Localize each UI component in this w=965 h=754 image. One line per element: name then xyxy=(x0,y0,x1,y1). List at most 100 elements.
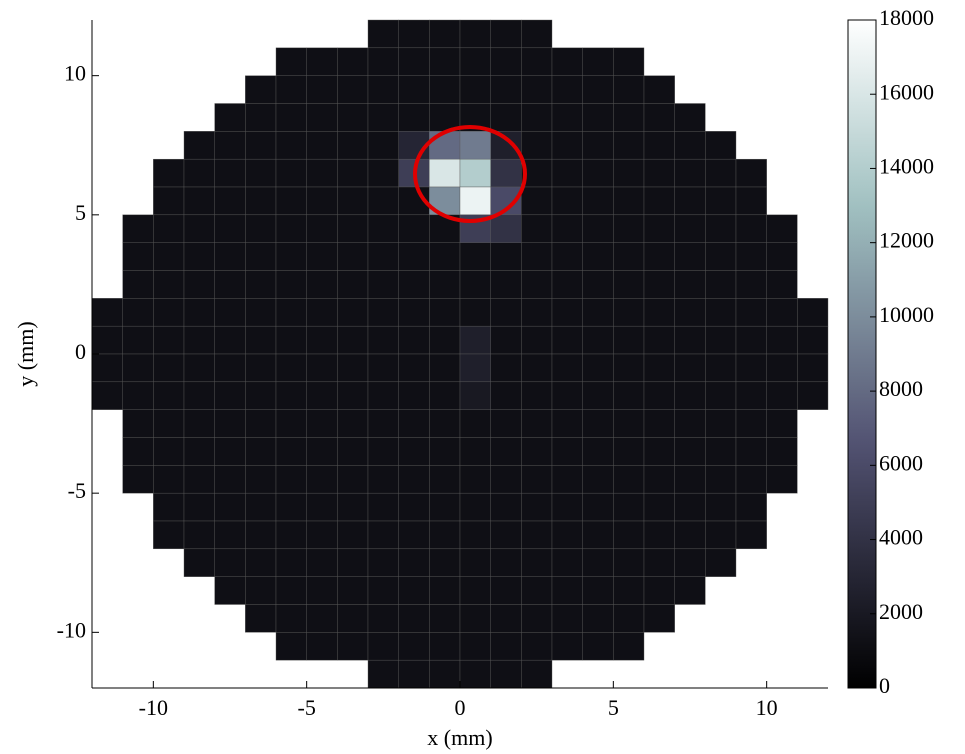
heatmap-cell xyxy=(583,577,614,605)
heatmap-cell xyxy=(552,493,583,521)
heatmap-cell xyxy=(583,131,614,159)
heatmap-cell xyxy=(368,104,399,132)
heatmap-cell xyxy=(184,298,215,326)
heatmap-cell xyxy=(399,410,430,438)
heatmap-cell xyxy=(337,271,368,299)
heatmap-cell xyxy=(491,521,522,549)
heatmap-cell xyxy=(429,549,460,577)
heatmap-cell xyxy=(460,131,491,159)
heatmap-cell xyxy=(337,382,368,410)
heatmap-cell xyxy=(245,326,276,354)
heatmap-cell xyxy=(276,159,307,187)
heatmap-cell xyxy=(368,48,399,76)
heatmap-cell xyxy=(399,465,430,493)
heatmap-cell xyxy=(276,104,307,132)
x-tick-label: 10 xyxy=(756,695,778,720)
heatmap-cell xyxy=(215,493,246,521)
heatmap-cell xyxy=(583,521,614,549)
heatmap-cell xyxy=(92,354,123,382)
heatmap-cell xyxy=(153,354,184,382)
heatmap-cell xyxy=(307,104,338,132)
heatmap-cell xyxy=(613,271,644,299)
heatmap-cell xyxy=(429,76,460,104)
heatmap-cell xyxy=(705,159,736,187)
heatmap-cell xyxy=(583,632,614,660)
heatmap-cell xyxy=(337,131,368,159)
heatmap-cell xyxy=(491,215,522,243)
heatmap-cell xyxy=(337,243,368,271)
heatmap-cell xyxy=(736,187,767,215)
heatmap-cell xyxy=(368,605,399,633)
heatmap-cell xyxy=(675,577,706,605)
colorbar-tick-label: 10000 xyxy=(879,302,934,327)
heatmap-cell xyxy=(337,76,368,104)
heatmap-cell xyxy=(399,605,430,633)
heatmap-cell xyxy=(521,521,552,549)
heatmap-cell xyxy=(337,298,368,326)
heatmap-cell xyxy=(705,187,736,215)
heatmap-cell xyxy=(123,382,154,410)
x-tick-label: -5 xyxy=(298,695,316,720)
heatmap-cell xyxy=(429,521,460,549)
heatmap-cell xyxy=(552,298,583,326)
heatmap-cell xyxy=(184,354,215,382)
colorbar-tick-label: 14000 xyxy=(879,153,934,178)
heatmap-cell xyxy=(276,271,307,299)
heatmap-cell xyxy=(337,632,368,660)
heatmap-cell xyxy=(123,354,154,382)
heatmap-cell xyxy=(613,104,644,132)
colorbar-tick-label: 8000 xyxy=(879,376,923,401)
heatmap-cell xyxy=(429,243,460,271)
heatmap-cell xyxy=(399,549,430,577)
heatmap-cell xyxy=(705,271,736,299)
heatmap-cell xyxy=(644,187,675,215)
heatmap-cell xyxy=(552,104,583,132)
heatmap-cell xyxy=(215,131,246,159)
heatmap-cell xyxy=(644,549,675,577)
heatmap-cell xyxy=(675,410,706,438)
heatmap-cell xyxy=(583,410,614,438)
colorbar-tick-label: 4000 xyxy=(879,525,923,550)
heatmap-cell xyxy=(368,521,399,549)
heatmap-cell xyxy=(307,605,338,633)
heatmap-cell xyxy=(429,354,460,382)
heatmap-cell xyxy=(675,159,706,187)
heatmap-cell xyxy=(583,76,614,104)
y-tick-label: 0 xyxy=(75,339,86,364)
heatmap-cell xyxy=(491,298,522,326)
heatmap-cell xyxy=(521,20,552,48)
heatmap-cell xyxy=(613,187,644,215)
heatmap-cell xyxy=(521,76,552,104)
heatmap-cell xyxy=(460,465,491,493)
heatmap-cell xyxy=(245,549,276,577)
heatmap-cell xyxy=(767,410,798,438)
heatmap-cell xyxy=(429,20,460,48)
heatmap-cell xyxy=(767,438,798,466)
heatmap-cell xyxy=(736,354,767,382)
heatmap-cell xyxy=(613,48,644,76)
heatmap-cell xyxy=(215,549,246,577)
heatmap-cell xyxy=(491,271,522,299)
heatmap-cell xyxy=(644,382,675,410)
heatmap-cell xyxy=(215,243,246,271)
heatmap-cell xyxy=(337,577,368,605)
heatmap-cell xyxy=(644,465,675,493)
x-tick-label: 0 xyxy=(455,695,466,720)
colorbar-tick-label: 6000 xyxy=(879,450,923,475)
heatmap-cell xyxy=(276,48,307,76)
heatmap-cell xyxy=(245,382,276,410)
heatmap-cell xyxy=(460,410,491,438)
heatmap-cell xyxy=(245,215,276,243)
heatmap-cell xyxy=(797,298,828,326)
heatmap-cell xyxy=(491,632,522,660)
heatmap xyxy=(92,20,828,688)
heatmap-cell xyxy=(675,298,706,326)
heatmap-cell xyxy=(307,438,338,466)
heatmap-cell xyxy=(552,410,583,438)
heatmap-cell xyxy=(644,298,675,326)
heatmap-cell xyxy=(736,382,767,410)
heatmap-cell xyxy=(613,521,644,549)
heatmap-cell xyxy=(613,298,644,326)
heatmap-cell xyxy=(307,549,338,577)
heatmap-cell xyxy=(705,438,736,466)
